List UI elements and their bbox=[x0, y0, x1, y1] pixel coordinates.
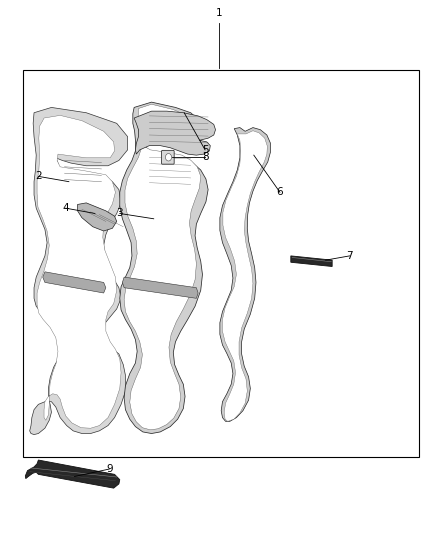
Polygon shape bbox=[25, 460, 120, 488]
Text: 1: 1 bbox=[215, 9, 223, 18]
Polygon shape bbox=[78, 203, 117, 231]
Text: 9: 9 bbox=[106, 464, 113, 474]
Polygon shape bbox=[124, 104, 201, 430]
Polygon shape bbox=[220, 127, 270, 421]
Text: 8: 8 bbox=[202, 152, 208, 162]
Polygon shape bbox=[223, 131, 267, 421]
Polygon shape bbox=[30, 108, 127, 434]
Polygon shape bbox=[291, 256, 332, 266]
FancyBboxPatch shape bbox=[162, 150, 174, 164]
Polygon shape bbox=[134, 111, 215, 155]
Polygon shape bbox=[37, 115, 121, 428]
Text: 2: 2 bbox=[35, 172, 42, 181]
Polygon shape bbox=[120, 102, 208, 433]
Text: 6: 6 bbox=[277, 187, 283, 197]
Circle shape bbox=[166, 154, 172, 161]
Text: 4: 4 bbox=[63, 203, 69, 213]
Text: 7: 7 bbox=[346, 251, 353, 261]
Text: 3: 3 bbox=[117, 208, 123, 219]
Bar bbox=[23, 70, 419, 457]
Polygon shape bbox=[43, 272, 106, 293]
Text: 5: 5 bbox=[202, 145, 208, 155]
Polygon shape bbox=[122, 277, 198, 298]
